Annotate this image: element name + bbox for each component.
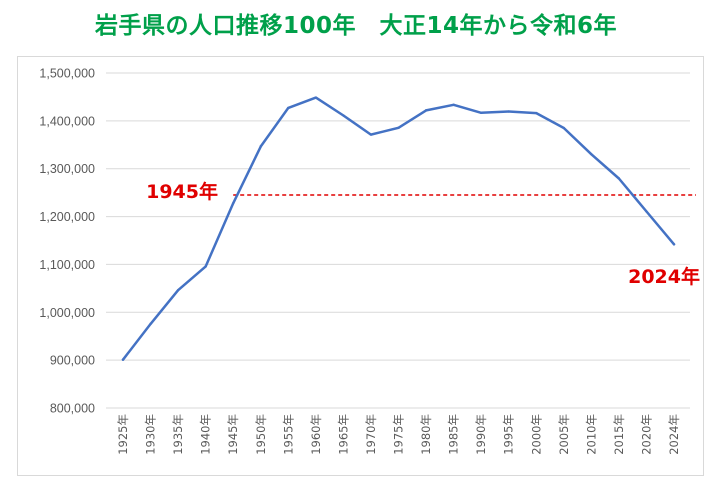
x-tick-label: 1980年 xyxy=(419,414,433,455)
data-point xyxy=(562,126,565,130)
data-point xyxy=(342,114,345,117)
x-tick-label: 1985年 xyxy=(447,414,461,455)
annotation-2024: 2024年 xyxy=(628,265,700,288)
data-point xyxy=(452,103,455,106)
y-tick-label: 800,000 xyxy=(50,402,95,416)
x-tick-label: 1945年 xyxy=(226,414,240,455)
data-point xyxy=(590,153,593,156)
data-point xyxy=(149,322,152,326)
data-point xyxy=(645,210,648,213)
x-tick-label: 2005年 xyxy=(557,414,571,455)
x-tick-label: 1930年 xyxy=(144,414,158,455)
x-tick-label: 1995年 xyxy=(502,414,516,455)
data-point xyxy=(535,111,538,115)
x-tick-label: 1960年 xyxy=(309,414,323,455)
x-tick-label: 1925年 xyxy=(116,414,130,455)
y-tick-label: 1,300,000 xyxy=(39,162,95,176)
data-point xyxy=(204,265,207,268)
x-tick-label: 1955年 xyxy=(281,414,295,455)
x-tick-label: 1940年 xyxy=(199,414,213,455)
x-tick-label: 2024年 xyxy=(667,414,681,455)
data-point xyxy=(397,126,400,129)
annotation-1945: 1945年 xyxy=(146,180,218,203)
data-point xyxy=(232,202,235,205)
chart-frame xyxy=(17,56,704,476)
x-tick-label: 1935年 xyxy=(171,414,185,455)
x-tick-label: 1990年 xyxy=(474,414,488,455)
x-tick-label: 2000年 xyxy=(529,414,543,455)
x-tick-label: 1975年 xyxy=(392,414,406,455)
x-tick-label: 2020年 xyxy=(639,414,653,455)
y-tick-label: 900,000 xyxy=(50,354,95,368)
data-point xyxy=(424,109,428,112)
data-point xyxy=(369,133,373,136)
data-point xyxy=(507,110,510,113)
x-tick-label: 1965年 xyxy=(336,414,350,455)
data-point xyxy=(176,289,180,292)
x-tick-label: 2015年 xyxy=(612,414,626,455)
data-point xyxy=(479,111,483,114)
data-point xyxy=(121,358,125,361)
data-point xyxy=(287,106,290,110)
x-tick-label: 1950年 xyxy=(254,414,268,455)
y-tick-label: 1,500,000 xyxy=(39,67,95,81)
x-tick-label: 1970年 xyxy=(364,414,378,455)
y-tick-label: 1,100,000 xyxy=(39,258,95,272)
data-point xyxy=(672,243,676,246)
chart-title: 岩手県の人口推移100年 大正14年から令和6年 xyxy=(94,13,618,39)
population-line xyxy=(121,96,676,361)
y-tick-label: 1,400,000 xyxy=(39,114,95,128)
data-point xyxy=(617,177,621,180)
x-tick-label: 2010年 xyxy=(584,414,598,455)
data-point xyxy=(314,96,318,99)
y-tick-label: 1,200,000 xyxy=(39,210,95,224)
y-tick-label: 1,000,000 xyxy=(39,306,95,320)
data-point xyxy=(259,145,262,148)
